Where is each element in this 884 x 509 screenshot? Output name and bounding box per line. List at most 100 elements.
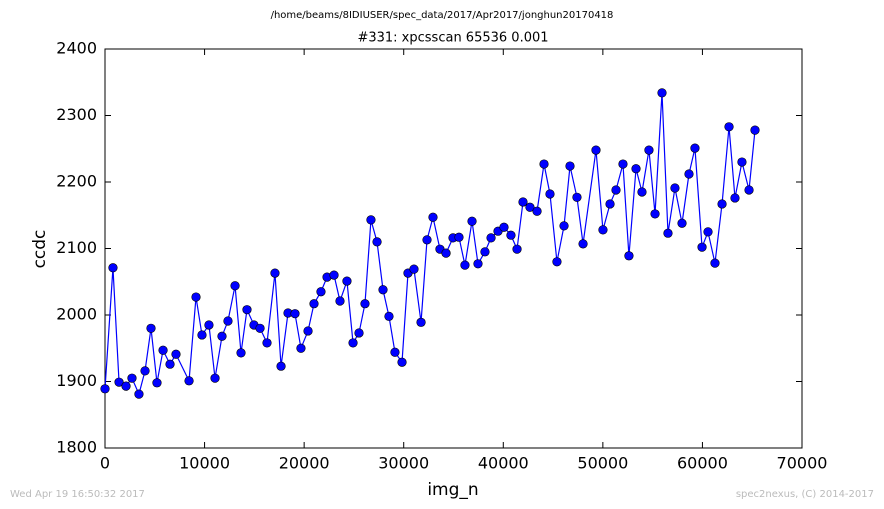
chart-subtitle: #331: xpcsscan 65536 0.001: [357, 31, 548, 46]
data-point: [309, 299, 319, 309]
data-point: [441, 248, 451, 258]
x-tick-label: 0: [100, 454, 110, 473]
data-point: [572, 192, 582, 202]
data-point: [409, 264, 419, 274]
data-point: [397, 357, 407, 367]
data-point: [262, 338, 272, 348]
data-point: [486, 233, 496, 243]
y-tick-label: 2400: [56, 39, 97, 58]
data-point: [158, 345, 168, 355]
data-point: [255, 323, 265, 333]
data-point: [559, 221, 569, 231]
data-point: [335, 296, 345, 306]
data-point: [697, 242, 707, 252]
x-tick-label: 50000: [577, 454, 628, 473]
data-point: [378, 285, 388, 295]
data-point: [422, 235, 432, 245]
data-point: [146, 323, 156, 333]
data-point: [467, 216, 477, 226]
data-point: [724, 122, 734, 132]
y-axis-label: ccdc: [30, 230, 50, 269]
data-point: [342, 276, 352, 286]
plot-frame: [104, 48, 803, 449]
data-point: [114, 377, 124, 387]
y-tick-label: 1900: [56, 371, 97, 390]
data-point: [703, 227, 713, 237]
data-point: [152, 378, 162, 388]
data-point: [525, 202, 535, 212]
data-point: [552, 257, 562, 267]
chart-title: /home/beams/8IDIUSER/spec_data/2017/Apr2…: [271, 10, 614, 21]
data-point: [677, 218, 687, 228]
data-point: [242, 305, 252, 315]
data-point: [384, 311, 394, 321]
y-tick-label: 2200: [56, 172, 97, 191]
data-point: [108, 263, 118, 273]
series-line: [104, 92, 756, 396]
data-point: [184, 376, 194, 386]
data-point: [591, 145, 601, 155]
data-point: [100, 384, 110, 394]
data-point: [366, 215, 376, 225]
data-point: [663, 228, 673, 238]
data-point: [290, 309, 300, 319]
data-point: [140, 366, 150, 376]
data-point: [750, 125, 760, 135]
data-point: [512, 244, 522, 254]
data-point: [532, 206, 542, 216]
data-point: [354, 328, 364, 338]
data-point: [134, 389, 144, 399]
data-point: [390, 347, 400, 357]
data-point: [197, 330, 207, 340]
y-tick-label: 2100: [56, 238, 97, 257]
footer-right: spec2nexus, (C) 2014-2017: [736, 489, 874, 500]
data-point: [545, 189, 555, 199]
data-point: [454, 232, 464, 242]
y-tick-label: 1800: [56, 438, 97, 457]
data-point: [578, 239, 588, 249]
data-point: [506, 230, 516, 240]
data-point: [416, 317, 426, 327]
data-point: [460, 260, 470, 270]
data-point: [360, 299, 370, 309]
data-point: [348, 338, 358, 348]
y-tick-label: 2000: [56, 305, 97, 324]
data-point: [684, 169, 694, 179]
data-point: [230, 281, 240, 291]
data-point: [670, 183, 680, 193]
x-tick-label: 10000: [179, 454, 230, 473]
data-point: [650, 209, 660, 219]
data-point: [236, 348, 246, 358]
data-point: [204, 320, 214, 330]
data-point: [127, 373, 137, 383]
data-point: [690, 143, 700, 153]
data-point: [598, 225, 608, 235]
x-axis-label: img_n: [427, 480, 478, 500]
data-point: [518, 197, 528, 207]
data-point: [329, 270, 339, 280]
x-tick-label: 40000: [478, 454, 529, 473]
data-point: [637, 187, 647, 197]
data-point: [121, 381, 131, 391]
x-tick-label: 20000: [279, 454, 330, 473]
data-point: [565, 161, 575, 171]
data-point: [618, 159, 628, 169]
data-point: [276, 361, 286, 371]
data-point: [624, 251, 634, 261]
data-point: [744, 185, 754, 195]
data-point: [473, 259, 483, 269]
data-point: [217, 331, 227, 341]
x-tick-label: 70000: [777, 454, 828, 473]
data-point: [644, 145, 654, 155]
data-point: [171, 349, 181, 359]
footer-left: Wed Apr 19 16:50:32 2017: [10, 489, 145, 500]
data-point: [499, 222, 509, 232]
data-point: [539, 159, 549, 169]
x-tick-label: 30000: [378, 454, 429, 473]
data-point: [717, 199, 727, 209]
data-point: [316, 287, 326, 297]
data-point: [480, 247, 490, 257]
data-point: [631, 164, 641, 174]
